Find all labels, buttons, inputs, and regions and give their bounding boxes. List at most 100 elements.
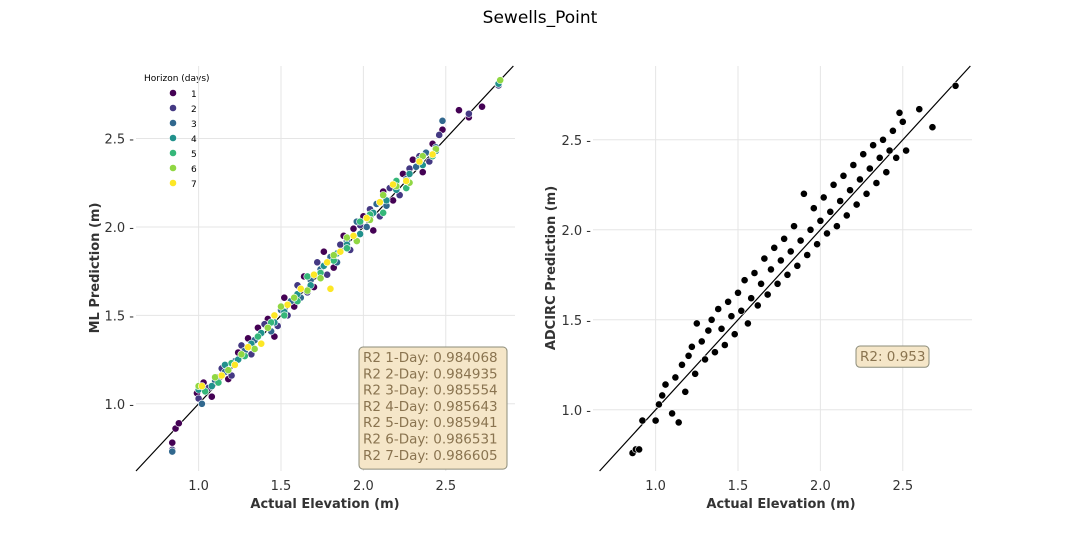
- adcirc-point: [747, 294, 756, 303]
- adcirc-point: [674, 418, 683, 427]
- adcirc-point: [889, 126, 897, 135]
- adcirc-point: [865, 164, 874, 173]
- ml-ytick-label: 1.5 -: [105, 309, 135, 324]
- ml-point: [362, 223, 371, 231]
- adcirc-point: [707, 315, 716, 324]
- ml-point: [316, 274, 325, 283]
- adcirc-point: [727, 312, 736, 321]
- adcirc-point: [898, 117, 907, 126]
- ml-point: [230, 360, 239, 369]
- ml-point: [496, 76, 505, 85]
- adcirc-ytick-label: 1.0 -: [562, 404, 592, 419]
- ml-xtick-label: 2.5: [435, 479, 456, 494]
- adcirc-r2-line: R2: 0.953: [860, 349, 925, 365]
- adcirc-point: [869, 141, 878, 150]
- adcirc-point: [691, 369, 700, 378]
- adcirc-point: [767, 265, 775, 274]
- ml-point: [415, 157, 424, 166]
- adcirc-point: [763, 290, 772, 299]
- ml-r2-line: R2 2-Day: 0.984935: [363, 366, 498, 382]
- ml-point: [168, 447, 177, 456]
- ml-point: [198, 399, 206, 408]
- legend-marker-7: [169, 179, 177, 187]
- ml-xtick-label: 1.5: [271, 479, 292, 494]
- adcirc-point: [862, 189, 871, 198]
- adcirc-point: [823, 229, 831, 238]
- ml-r2-line: R2 7-Day: 0.986605: [363, 448, 498, 464]
- ml-point: [362, 214, 371, 222]
- adcirc-point: [711, 348, 719, 357]
- legend-label-7: 7: [191, 180, 197, 190]
- adcirc-point: [760, 254, 769, 263]
- adcirc-point: [786, 247, 795, 256]
- adcirc-point: [809, 204, 818, 213]
- adcirc-point: [928, 123, 937, 132]
- adcirc-point: [651, 416, 660, 425]
- ml-point: [455, 106, 463, 115]
- legend-label-3: 3: [191, 120, 197, 130]
- ml-point: [379, 208, 388, 217]
- adcirc-point: [790, 222, 798, 231]
- adcirc-point: [882, 168, 891, 177]
- legend-title: Horizon (days): [144, 74, 210, 84]
- ml-point: [349, 231, 358, 240]
- legend-label-6: 6: [191, 165, 197, 175]
- legend-marker-4: [169, 134, 177, 142]
- adcirc-point: [800, 189, 808, 198]
- ml-point: [438, 116, 447, 125]
- adcirc-point: [879, 135, 887, 144]
- ml-point: [224, 366, 233, 375]
- adcirc-point: [839, 171, 848, 180]
- legend-label-5: 5: [191, 150, 197, 160]
- ml-point: [326, 284, 335, 293]
- adcirc-point: [846, 186, 854, 195]
- adcirc-xtick-label: 2.5: [892, 479, 913, 494]
- ml-point: [217, 371, 226, 380]
- ml-point: [369, 226, 378, 235]
- adcirc-point: [895, 108, 904, 117]
- adcirc-point: [842, 211, 851, 220]
- ml-point: [356, 217, 365, 226]
- ml-r2-line: R2 3-Day: 0.985554: [363, 383, 498, 399]
- adcirc-point: [829, 180, 838, 189]
- ml-annotation-box: [358, 346, 508, 470]
- ml-point: [389, 180, 397, 189]
- adcirc-point: [714, 305, 723, 313]
- adcirc-point: [803, 251, 812, 259]
- adcirc-point: [783, 270, 792, 279]
- adcirc-point: [826, 207, 835, 216]
- ml-ylabel: ML Prediction (m): [88, 203, 103, 334]
- legend-label-4: 4: [191, 135, 197, 145]
- adcirc-point: [638, 416, 647, 425]
- adcirc-point: [730, 330, 739, 339]
- adcirc-point: [852, 200, 861, 209]
- adcirc-point: [668, 409, 676, 418]
- ml-r2-line: R2 5-Day: 0.985941: [363, 415, 498, 431]
- ml-point: [323, 258, 332, 267]
- adcirc-point: [819, 193, 828, 202]
- ml-point: [428, 150, 437, 159]
- adcirc-point: [872, 179, 881, 187]
- adcirc-point: [915, 105, 924, 114]
- ml-point: [375, 198, 384, 207]
- adcirc-point: [902, 146, 910, 155]
- ml-r2-line: R2 1-Day: 0.984068: [363, 350, 498, 366]
- adcirc-point: [655, 400, 663, 409]
- adcirc-point: [816, 216, 825, 225]
- adcirc-point: [813, 240, 822, 249]
- adcirc-point: [692, 319, 701, 328]
- adcirc-ytick-label: 2.5 -: [562, 134, 592, 149]
- adcirc-point: [875, 153, 884, 162]
- ml-point: [478, 102, 486, 111]
- adcirc-point: [740, 276, 749, 285]
- adcirc-point: [681, 387, 690, 396]
- legend-label-1: 1: [191, 90, 197, 100]
- legend-marker-3: [169, 119, 177, 127]
- ml-point: [263, 323, 272, 332]
- adcirc-point: [776, 256, 785, 265]
- adcirc-point: [856, 175, 864, 184]
- adcirc-xtick-label: 1.5: [728, 479, 749, 494]
- adcirc-point: [750, 269, 759, 277]
- ml-xtick-label: 2.0: [353, 479, 374, 494]
